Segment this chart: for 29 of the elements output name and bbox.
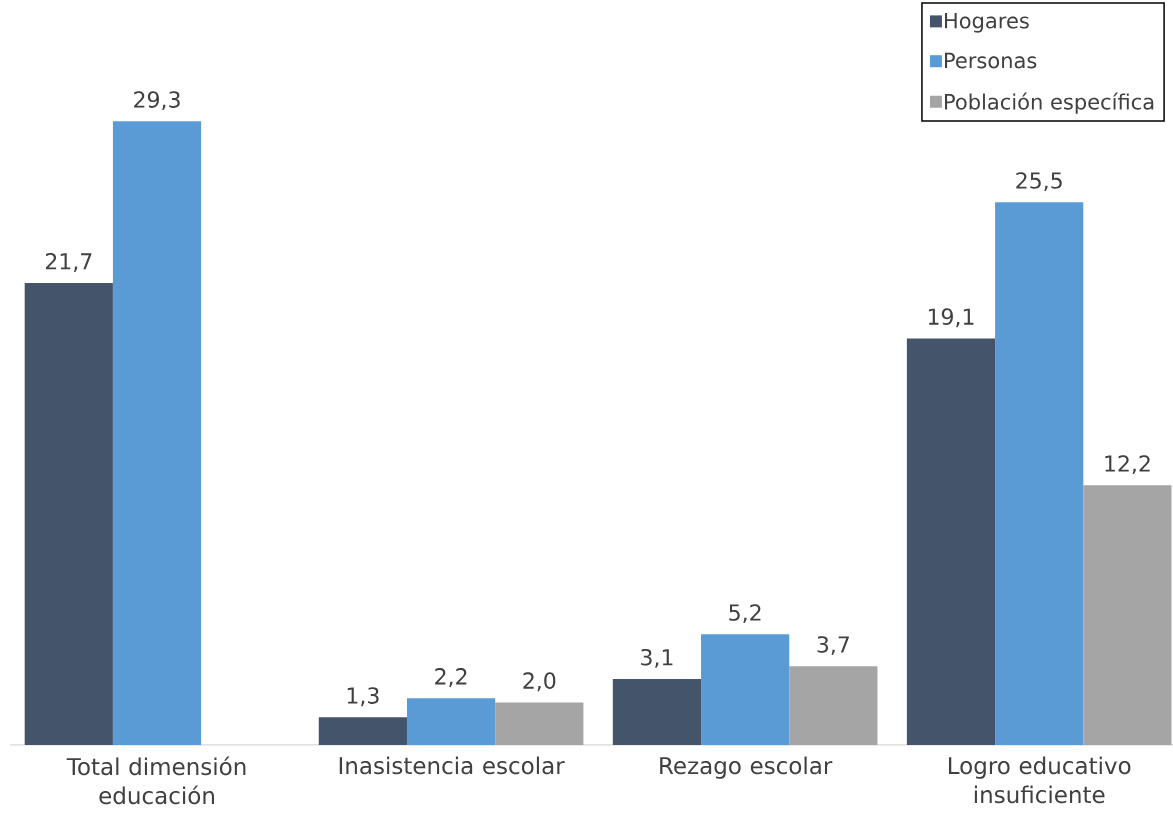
bar [495, 702, 584, 745]
x-tick-label: Inasistencia escolar [339, 756, 565, 775]
bar [612, 679, 702, 745]
data-label: 29,3 [134, 91, 180, 111]
data-label: 5,2 [729, 604, 761, 624]
bar [1083, 485, 1172, 745]
data-label: 12,2 [1105, 455, 1150, 475]
bar [701, 634, 790, 745]
data-label: 3,1 [641, 648, 673, 668]
bar [318, 717, 407, 745]
bar [906, 338, 996, 745]
x-tick-label: Total dimensión educación [66, 756, 246, 805]
data-label: 1,3 [347, 687, 379, 707]
data-label: 2,2 [435, 668, 467, 687]
bar [995, 202, 1084, 745]
data-label: 2,0 [523, 672, 556, 692]
data-label: 25,5 [1016, 172, 1062, 192]
bar [406, 698, 496, 745]
legend-label: Población específica [945, 92, 1154, 114]
bar [112, 121, 202, 745]
bar [789, 666, 878, 745]
data-label: 3,7 [817, 636, 849, 656]
legend-label: Hogares [945, 12, 1029, 33]
data-label: 21,7 [45, 253, 92, 272]
x-tick-label: Rezago escolar [660, 756, 833, 779]
bar [24, 283, 113, 745]
legend-label: Personas [945, 52, 1037, 69]
data-label: 19,1 [928, 308, 974, 328]
x-tick-label: Logro educativo insuficiente [948, 756, 1131, 804]
